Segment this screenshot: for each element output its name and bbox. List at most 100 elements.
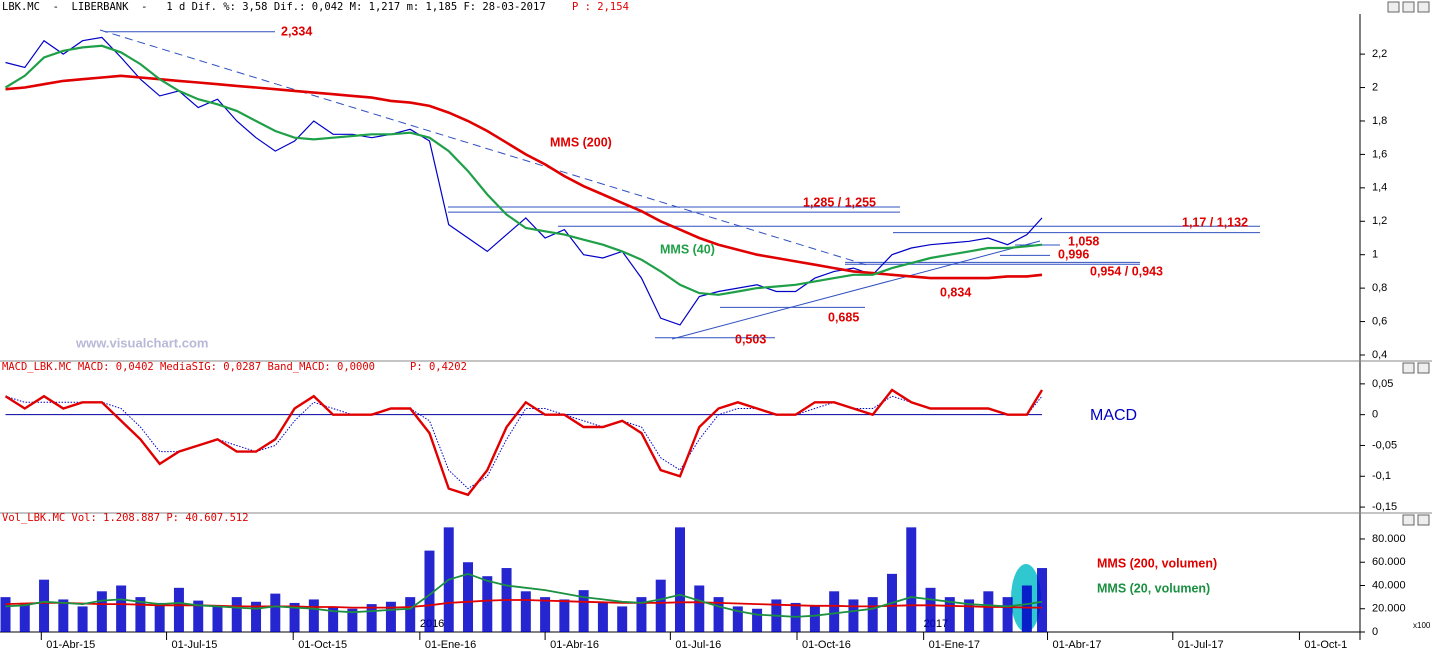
volume-bar <box>1002 597 1013 632</box>
series-label: MMS (20, volumen) <box>1097 581 1210 595</box>
volume-bar <box>135 597 146 632</box>
moving-average <box>5 74 1043 280</box>
y-tick-label: 1,6 <box>1372 148 1387 160</box>
button[interactable] <box>1402 362 1415 374</box>
volume-bar <box>925 587 936 632</box>
chart-title-extra: P: 0,4202 <box>410 361 467 373</box>
x-tick-label: 01-Ene-16 <box>425 639 476 651</box>
button[interactable] <box>1402 1 1415 13</box>
x-tick-label: 01-Jul-17 <box>1178 639 1224 651</box>
signal-line <box>5 395 1043 490</box>
volume-bar <box>829 591 840 632</box>
x-tick-label: 01-Abr-16 <box>550 639 599 651</box>
y-tick-label: 1,2 <box>1372 215 1387 227</box>
volume-bar <box>270 593 281 632</box>
y-tick-label: 60.000 <box>1372 556 1406 568</box>
chart-title: MACD_LBK.MC MACD: 0,0402 MediaSIG: 0,028… <box>2 361 375 373</box>
volume-bar <box>0 597 11 632</box>
volume-bar <box>520 591 531 632</box>
trend-line <box>671 240 1041 340</box>
unit-label: x100 <box>1413 621 1431 630</box>
chart-title: LBK.MC - LIBERBANK - 1 d Dif. %: 3,58 Di… <box>2 1 546 13</box>
y-tick-label: 80.000 <box>1372 533 1406 545</box>
volume-bar <box>848 599 859 632</box>
y-tick-label: 0,8 <box>1372 282 1387 294</box>
volume-bar <box>655 579 666 632</box>
volume-bar <box>1021 585 1032 632</box>
volume-bar <box>578 590 589 632</box>
volume-bar <box>58 599 69 632</box>
y-tick-label: 1,8 <box>1372 115 1387 127</box>
volume-bar <box>347 608 358 632</box>
volume-bar <box>96 591 107 632</box>
volume-bar <box>983 591 994 632</box>
button[interactable] <box>1417 514 1430 526</box>
volume-bar <box>39 579 50 632</box>
series-label: MMS (40) <box>660 242 715 256</box>
volume-bar <box>154 602 165 632</box>
trend-line <box>99 29 871 267</box>
level-label: 1,17 / 1,132 <box>1182 215 1248 229</box>
panel-label: MACD <box>1090 407 1137 424</box>
x-tick-label: 01-Jul-16 <box>675 639 721 651</box>
volume-bar <box>116 585 127 632</box>
y-tick-label: -0,1 <box>1372 470 1391 482</box>
volume-bar <box>732 606 743 632</box>
x-tick-label: 01-Oct-15 <box>298 639 347 651</box>
y-tick-label: 0,6 <box>1372 315 1387 327</box>
volume-bar <box>424 550 435 632</box>
y-tick-label: 0,05 <box>1372 378 1393 390</box>
volume-bar <box>713 597 724 632</box>
volume-average <box>5 599 1042 609</box>
moving-average <box>4 44 1043 296</box>
y-tick-label: 1,4 <box>1372 182 1387 194</box>
volume-bar <box>944 597 955 632</box>
x-tick-label: 01-Jul-15 <box>172 639 218 651</box>
level-label: 0,503 <box>735 332 766 346</box>
series-label: MMS (200) <box>550 135 612 149</box>
volume-bar <box>636 597 647 632</box>
level-label: 1,285 / 1,255 <box>803 195 876 209</box>
button[interactable] <box>1417 1 1430 13</box>
y-tick-label: 0 <box>1372 626 1378 638</box>
volume-bar <box>867 597 878 632</box>
watermark: www.visualchart.com <box>75 335 208 350</box>
volume-bar <box>597 602 608 632</box>
volume-bar <box>694 585 705 632</box>
y-tick-label: 2 <box>1372 81 1378 93</box>
volume-bar <box>617 606 628 632</box>
y-tick-label: 20.000 <box>1372 603 1406 615</box>
volume-bar <box>77 606 88 632</box>
volume-bar <box>463 562 474 632</box>
x-tick-label: 01-Oct-1 <box>1304 639 1347 651</box>
x-tick-label: 01-Abr-17 <box>1053 639 1102 651</box>
volume-bar <box>675 527 685 632</box>
volume-bar <box>289 602 300 632</box>
volume-bar <box>366 604 377 632</box>
macd-line <box>4 388 1044 497</box>
volume-bar <box>964 599 975 632</box>
volume-bar <box>308 599 319 632</box>
volume-bar <box>1037 568 1048 632</box>
x-tick-label: 01-Oct-16 <box>802 639 851 651</box>
volume-bar <box>405 597 416 632</box>
button[interactable] <box>1417 362 1430 374</box>
x-tick-label: 01-Ene-17 <box>929 639 980 651</box>
y-tick-label: 40.000 <box>1372 579 1406 591</box>
y-tick-label: 1 <box>1372 249 1378 261</box>
volume-bar <box>212 606 223 632</box>
y-tick-label: 2,2 <box>1372 48 1387 60</box>
volume-bar <box>559 599 570 632</box>
volume-bar <box>752 608 763 632</box>
y-tick-label: 0,4 <box>1372 349 1387 361</box>
button[interactable] <box>1387 1 1400 13</box>
y-tick-label: -0,15 <box>1372 501 1397 513</box>
volume-average <box>5 572 1043 618</box>
level-label: 0,954 / 0,943 <box>1090 264 1163 278</box>
button[interactable] <box>1402 514 1415 526</box>
window-buttons <box>1387 1 1430 526</box>
level-label: 0,996 <box>1058 247 1089 261</box>
volume-bar <box>231 597 242 632</box>
level-label: 0,685 <box>828 310 859 324</box>
